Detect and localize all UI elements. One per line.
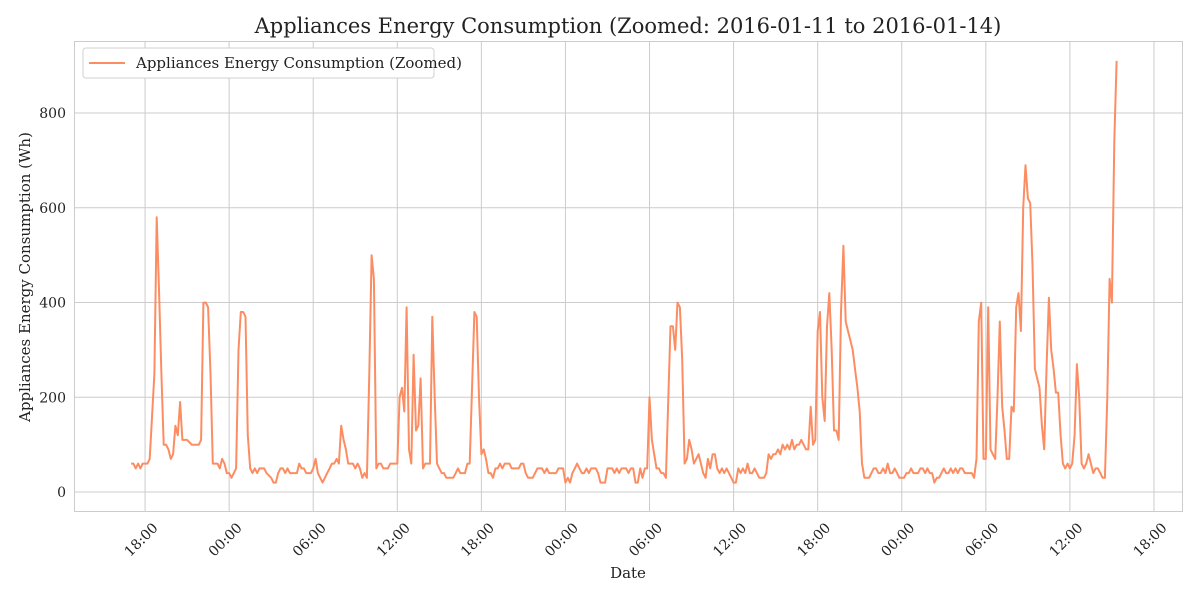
x-tick-label: 18:00 <box>122 520 162 560</box>
legend-label: Appliances Energy Consumption (Zoomed) <box>135 54 462 72</box>
x-tick-label: 00:00 <box>878 520 918 560</box>
y-tick-labels: 0 200 400 600 800 <box>39 106 66 501</box>
x-tick-label: 06:00 <box>290 520 330 560</box>
x-tick-label: 06:00 <box>962 520 1002 560</box>
y-tick-label: 800 <box>39 106 66 122</box>
plot-frame <box>74 41 1183 512</box>
legend-box <box>82 47 435 79</box>
x-tick-label: 18:00 <box>794 520 834 560</box>
y-tick-label: 0 <box>57 485 66 501</box>
legend: Appliances Energy Consumption (Zoomed) <box>82 47 462 79</box>
x-axis-label: Date <box>610 564 646 582</box>
x-tick-label: 12:00 <box>1047 520 1087 560</box>
x-tick-label: 12:00 <box>374 520 414 560</box>
x-tick-label: 12:00 <box>710 520 750 560</box>
x-tick-label: 18:00 <box>458 520 498 560</box>
series-line <box>131 60 1118 484</box>
grid <box>75 42 1182 511</box>
x-tick-label: 00:00 <box>206 520 246 560</box>
x-tick-labels: 18:00 00:00 06:00 12:00 18:00 00:00 06:00 12:00… <box>122 520 1171 560</box>
y-tick-label: 200 <box>39 390 66 406</box>
chart-title: Appliances Energy Consumption (Zoomed: 2… <box>254 14 1002 38</box>
y-tick-label: 600 <box>39 201 66 217</box>
series-group <box>131 60 1118 484</box>
x-tick-label: 06:00 <box>626 520 666 560</box>
y-tick-label: 400 <box>39 296 66 312</box>
x-tick-label: 00:00 <box>542 520 582 560</box>
x-tick-label: 18:00 <box>1131 520 1171 560</box>
y-axis-label: Appliances Energy Consumption (Wh) <box>16 132 34 423</box>
